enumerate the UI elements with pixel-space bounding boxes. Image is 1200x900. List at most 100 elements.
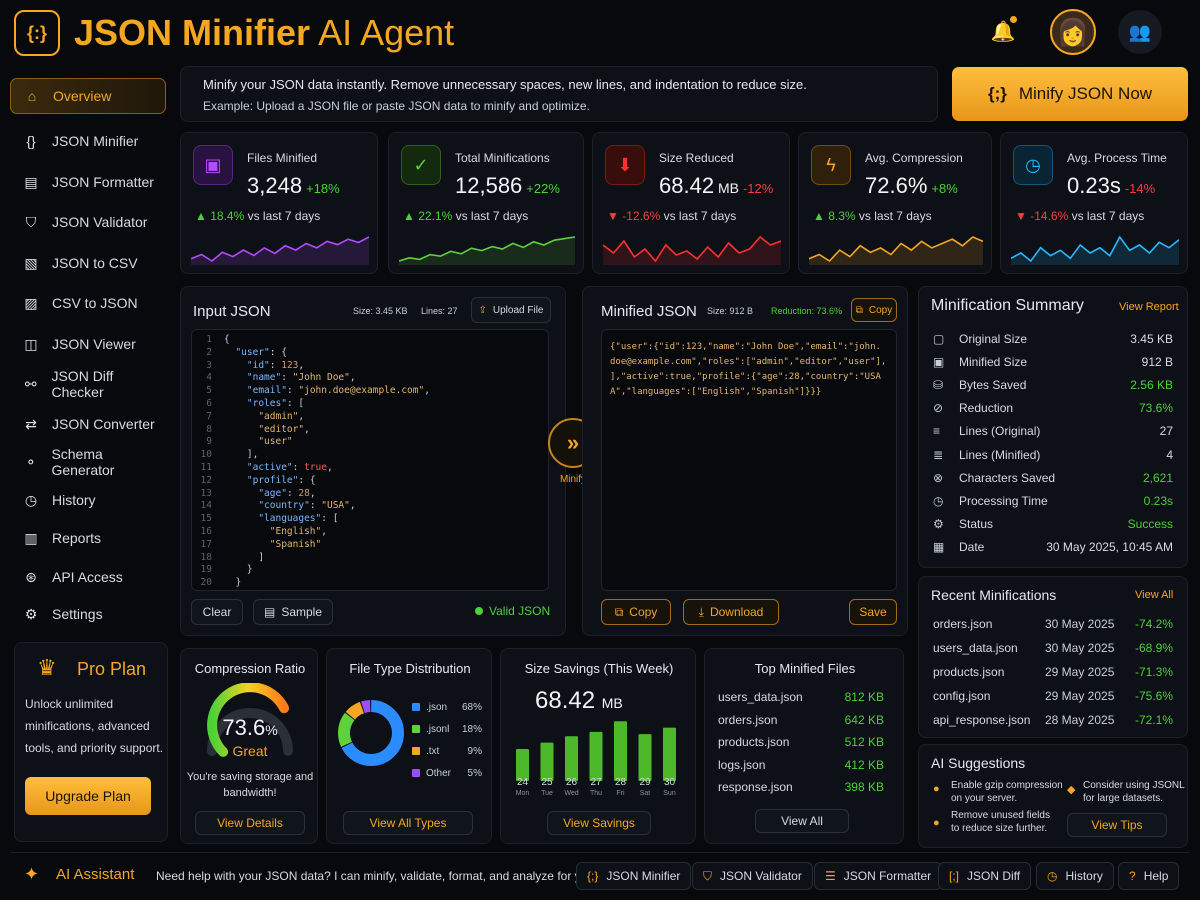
recent-date: 29 May 2025 — [1045, 665, 1115, 679]
file-type-title: File Type Distribution — [349, 661, 471, 676]
code-token: "editor" — [258, 423, 305, 435]
sample-button[interactable]: ▤ Sample — [253, 599, 333, 625]
sidebar-item-json-diff-checker[interactable]: ⚯ JSON Diff Checker — [10, 366, 166, 402]
json-diff-checker-icon: ⚯ — [24, 375, 37, 392]
assistant-json-minifier-button[interactable]: {;} JSON Minifier — [576, 862, 692, 890]
code-token — [224, 500, 258, 511]
assistant-json-formatter-button[interactable]: ☰ JSON Formatter — [814, 862, 943, 890]
bar-wed — [565, 736, 578, 781]
code-line: 14 "country": "USA", — [194, 500, 430, 513]
copy-top-button[interactable]: ⧉ Copy — [851, 298, 897, 322]
sidebar-item-schema-generator[interactable]: ⚬ Schema Generator — [10, 444, 166, 480]
code-line: 18 ] — [194, 552, 430, 565]
sidebar-item-reports[interactable]: ▥ Reports — [10, 520, 166, 556]
sidebar-item-settings[interactable]: ⚙ Settings — [10, 596, 166, 632]
sidebar-item-json-formatter[interactable]: ▤ JSON Formatter — [10, 164, 166, 200]
top-file-row[interactable]: logs.json 412 KB — [718, 754, 884, 776]
minified-json-output[interactable]: {"user":{"id":123,"name":"John Doe","ema… — [601, 329, 897, 591]
download-icon: ⤓ — [698, 604, 704, 619]
legend-pct: 68% — [461, 701, 482, 713]
users-icon[interactable]: 👥 — [1118, 10, 1162, 54]
sidebar-item-api-access[interactable]: ⊛ API Access — [10, 559, 166, 595]
sidebar-item-json-validator[interactable]: ⛉ JSON Validator — [10, 204, 166, 240]
top-file-row[interactable]: orders.json 642 KB — [718, 709, 884, 731]
code-token: "user" — [258, 436, 293, 448]
recent-row[interactable]: api_response.json 28 May 2025 -72.1% — [933, 708, 1173, 732]
summary-row-icon: ≡ — [933, 424, 941, 439]
view-all-recent-link[interactable]: View All — [1135, 589, 1174, 601]
input-json-editor[interactable]: 1{2 "user": {3 "id": 123, 4 "name": "John… — [191, 329, 549, 591]
view-savings-button[interactable]: View Savings — [547, 811, 651, 835]
view-all-top-files-button[interactable]: View All — [755, 809, 849, 833]
top-file-size: 398 KB — [844, 780, 884, 795]
clear-button[interactable]: Clear — [191, 599, 243, 625]
recent-date: 30 May 2025 — [1045, 641, 1115, 655]
upload-file-button[interactable]: ⇪ Upload File — [471, 297, 551, 323]
sidebar-item-json-to-csv[interactable]: ▧ JSON to CSV — [10, 245, 166, 281]
sidebar-item-csv-to-json[interactable]: ▨ CSV to JSON — [10, 285, 166, 321]
stat-value: 3,248 +18% — [247, 173, 340, 199]
assistant-history-button[interactable]: ◷ History — [1036, 862, 1114, 890]
recent-date: 30 May 2025 — [1045, 617, 1115, 631]
code-line: 20 } — [194, 577, 430, 590]
sparkline-line — [809, 236, 983, 263]
sparkline — [399, 236, 575, 265]
recent-row[interactable]: orders.json 30 May 2025 -74.2% — [933, 612, 1173, 636]
summary-row-icon: ▦ — [933, 540, 945, 555]
recent-file: api_response.json — [933, 713, 1031, 727]
sidebar-item-label: JSON Validator — [52, 214, 148, 230]
size-savings-chart — [516, 721, 676, 781]
minify-json-now-button[interactable]: {;} Minify JSON Now — [952, 67, 1188, 121]
recent-row[interactable]: config.json 29 May 2025 -75.6% — [933, 684, 1173, 708]
recent-row[interactable]: products.json 29 May 2025 -71.3% — [933, 660, 1173, 684]
code-token: "Spanish" — [269, 538, 322, 550]
avatar[interactable]: 👩 — [1050, 9, 1096, 55]
bar-thu — [589, 731, 603, 781]
code-token: "email" — [246, 385, 287, 397]
top-file-size: 412 KB — [844, 757, 884, 772]
sidebar-item-history[interactable]: ◷ History — [10, 482, 166, 518]
stat-label: Total Minifications — [455, 151, 550, 165]
bell-icon[interactable]: 🔔 — [990, 20, 1016, 43]
file-type-distribution-card: File Type Distribution View All Types — [326, 648, 492, 844]
code-token: : — [286, 487, 299, 499]
upgrade-plan-button[interactable]: Upgrade Plan — [25, 777, 151, 815]
stat-change: +18% — [306, 181, 340, 196]
code-line: 6 "roles": [ — [194, 398, 430, 411]
stat-number: 68.42 — [659, 173, 715, 198]
summary-value: 2.56 KB — [1130, 377, 1173, 392]
bar-sun — [663, 727, 676, 781]
summary-row-icon: ≣ — [933, 447, 944, 462]
sidebar-item-json-minifier[interactable]: {} JSON Minifier — [10, 123, 166, 159]
download-button[interactable]: ⤓ Download — [683, 599, 779, 625]
json-minifier-icon: {} — [26, 133, 36, 149]
copy-button[interactable]: ⧉ Copy — [601, 599, 671, 625]
view-all-types-button[interactable]: View All Types — [343, 811, 473, 835]
sidebar-item-label: CSV to JSON — [52, 295, 138, 311]
recent-row[interactable]: users_data.json 30 May 2025 -68.9% — [933, 636, 1173, 660]
top-file-row[interactable]: products.json 512 KB — [718, 731, 884, 753]
view-report-link[interactable]: View Report — [1119, 301, 1179, 313]
trend-arrow-icon: ▲ — [813, 209, 829, 223]
code-token: , — [304, 423, 310, 435]
bar-fri — [614, 721, 627, 781]
top-file-row[interactable]: response.json 398 KB — [718, 776, 884, 798]
sidebar-item-json-viewer[interactable]: ◫ JSON Viewer — [10, 326, 166, 362]
sidebar-item-json-converter[interactable]: ⇄ JSON Converter — [10, 406, 166, 442]
code-token: , — [321, 525, 327, 537]
view-details-button[interactable]: View Details — [195, 811, 305, 835]
sidebar-item-overview[interactable]: ⌂ Overview — [10, 78, 166, 114]
view-tips-button[interactable]: View Tips — [1067, 813, 1167, 837]
assistant-json-diff-button[interactable]: [;] JSON Diff — [938, 862, 1032, 890]
save-button[interactable]: Save — [849, 599, 897, 625]
top-file-row[interactable]: users_data.json 812 KB — [718, 686, 884, 708]
assistant-help-button[interactable]: ? Help — [1118, 862, 1180, 890]
stat-comparison: ▲ 18.4% vs last 7 days — [195, 209, 320, 223]
logo-glyph: {:} — [26, 22, 47, 43]
bar-label-day: Wed — [564, 790, 579, 797]
json-converter-icon: ⇄ — [25, 415, 37, 432]
assistant-json-validator-button[interactable]: ⛉ JSON Validator — [692, 862, 813, 890]
ai-assistant-title: AI Assistant — [56, 866, 135, 883]
code-token: "country" — [258, 500, 310, 512]
code-line: 16 "English", — [194, 526, 430, 539]
